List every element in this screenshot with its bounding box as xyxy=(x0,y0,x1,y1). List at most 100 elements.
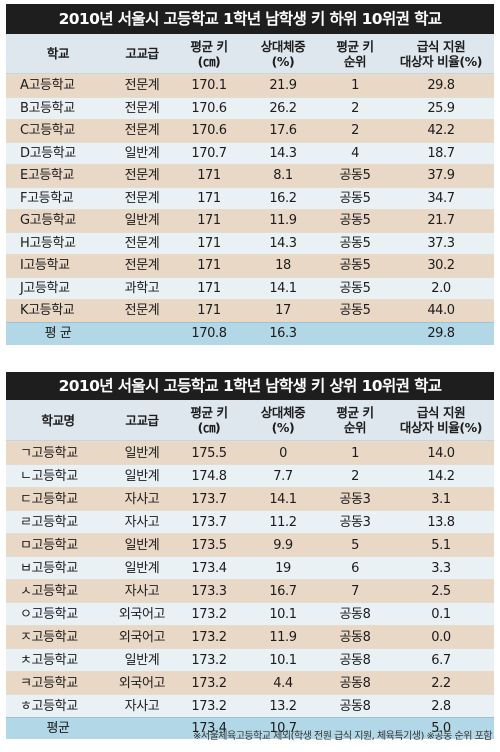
cell-height-rank: 공동5 xyxy=(339,235,371,251)
cell-relative-weight: 14.3 xyxy=(269,235,297,251)
cell-relative-weight: 4.4 xyxy=(273,675,293,691)
average-meal: 29.8 xyxy=(427,326,455,341)
cell-school: ㄷ고등학교 xyxy=(20,491,78,507)
cell-relative-weight: 10.1 xyxy=(269,606,297,622)
cell-avg-height: 171 xyxy=(197,168,221,184)
cell-height-rank: 7 xyxy=(351,583,359,599)
cell-height-rank: 공동8 xyxy=(339,652,371,668)
cell-avg-height: 173.2 xyxy=(191,698,227,714)
cell-avg-height: 170.1 xyxy=(191,78,227,94)
cell-meal-support: 6.7 xyxy=(431,652,451,668)
cell-meal-support: 0.0 xyxy=(431,629,451,645)
header-meal-support: 급식 지원 대상자 비율(%) xyxy=(388,34,494,73)
header-height-rank: 평균 키 순위 xyxy=(322,400,388,440)
cell-school: K고등학교 xyxy=(20,303,75,319)
cell-school-type: 전문계 xyxy=(124,123,160,139)
header-relative-weight: 상대체중 (%) xyxy=(244,34,322,73)
cell-avg-height: 173.7 xyxy=(191,514,227,530)
table-row: C고등학교 전문계 170.6 17.6 2 42.2 xyxy=(6,119,494,142)
cell-school: ㄴ고등학교 xyxy=(20,468,78,484)
cell-avg-height: 173.2 xyxy=(191,629,227,645)
header-avg-height-line2: (㎝) xyxy=(197,420,221,435)
cell-avg-height: 173.2 xyxy=(191,652,227,668)
cell-height-rank: 공동5 xyxy=(339,213,371,229)
header-relative-weight-line1: 상대체중 xyxy=(260,405,306,420)
table-row: ㅂ고등학교 일반계 173.4 19 6 3.3 xyxy=(6,556,494,579)
cell-avg-height: 171 xyxy=(197,235,221,251)
cell-school: C고등학교 xyxy=(20,123,75,139)
header-meal-support-line1: 급식 지원 xyxy=(416,38,466,54)
cell-relative-weight: 11.2 xyxy=(269,514,297,530)
average-weight: 16.3 xyxy=(269,326,297,341)
cell-avg-height: 173.4 xyxy=(191,560,227,576)
cell-avg-height: 171 xyxy=(197,213,221,229)
cell-relative-weight: 7.7 xyxy=(273,468,293,484)
table-row: ㄴ고등학교 일반계 174.8 7.7 2 14.2 xyxy=(6,464,494,487)
table-row: A고등학교 전문계 170.1 21.9 1 29.8 xyxy=(6,74,494,97)
cell-meal-support: 13.8 xyxy=(427,514,455,530)
cell-school: F고등학교 xyxy=(20,190,74,206)
cell-meal-support: 42.2 xyxy=(427,123,455,139)
average-height: 170.8 xyxy=(191,326,227,341)
cell-school-type: 자사고 xyxy=(124,491,160,507)
header-meal-support-line2: 대상자 비율(%) xyxy=(399,53,483,69)
table-header-row: 학교 고교급 평균 키 (㎝) 상대체중 (%) 평균 키 순위 급식 지원 대상자 비… xyxy=(6,34,494,74)
cell-avg-height: 170.7 xyxy=(191,145,227,161)
cell-meal-support: 2.0 xyxy=(431,280,451,296)
cell-school-type: 외국어고 xyxy=(118,629,166,645)
cell-school: ㅋ고등학교 xyxy=(20,675,78,691)
cell-height-rank: 공동5 xyxy=(339,303,371,319)
cell-school-type: 일반계 xyxy=(124,537,160,553)
header-school-type: 고교급 xyxy=(125,46,159,61)
cell-relative-weight: 9.9 xyxy=(273,537,293,553)
table-row: E고등학교 전문계 171 8.1 공동5 37.9 xyxy=(6,164,494,187)
cell-school: H고등학교 xyxy=(20,235,76,251)
average-meal: 5.0 xyxy=(431,721,451,736)
cell-school: B고등학교 xyxy=(20,100,75,116)
average-label: 평 균 xyxy=(44,326,72,341)
header-height-rank-line2: 순위 xyxy=(343,53,367,69)
cell-avg-height: 173.2 xyxy=(191,675,227,691)
table-row: ㅈ고등학교 외국어고 173.2 11.9 공동8 0.0 xyxy=(6,625,494,648)
header-relative-weight-line1: 상대체중 xyxy=(260,38,306,54)
cell-school-type: 전문계 xyxy=(124,78,160,94)
cell-height-rank: 공동8 xyxy=(339,606,371,622)
cell-relative-weight: 16.2 xyxy=(269,190,297,206)
cell-meal-support: 18.7 xyxy=(427,145,455,161)
cell-school-type: 자사고 xyxy=(124,514,160,530)
cell-height-rank: 공동5 xyxy=(339,258,371,274)
average-type-empty xyxy=(110,718,174,739)
header-school: 학교명 xyxy=(41,412,75,428)
table-title: 2010년 서울시 고등학교 1학년 남학생 키 상위 10위권 학교 xyxy=(6,372,494,400)
cell-meal-support: 2.2 xyxy=(431,675,451,691)
average-weight: 10.7 xyxy=(269,721,297,736)
cell-school-type: 전문계 xyxy=(124,190,160,206)
cell-height-rank: 1 xyxy=(351,78,359,94)
header-avg-height-line1: 평균 키 xyxy=(190,38,228,54)
cell-meal-support: 37.3 xyxy=(427,235,455,251)
cell-height-rank: 공동8 xyxy=(339,675,371,691)
cell-height-rank: 공동3 xyxy=(339,514,371,530)
cell-meal-support: 3.3 xyxy=(431,560,451,576)
cell-school: ㅈ고등학교 xyxy=(20,629,78,645)
cell-meal-support: 14.2 xyxy=(427,468,455,484)
cell-school-type: 전문계 xyxy=(124,303,160,319)
header-avg-height-line2: (㎝) xyxy=(197,53,221,69)
average-row: 평균 173.4 10.7 5.0 xyxy=(6,717,494,739)
cell-school: J고등학교 xyxy=(20,280,70,296)
cell-meal-support: 30.2 xyxy=(427,258,455,274)
table-row: ㄱ고등학교 일반계 175.5 0 1 14.0 xyxy=(6,441,494,464)
cell-school-type: 전문계 xyxy=(124,258,160,274)
cell-relative-weight: 16.7 xyxy=(269,583,297,599)
cell-height-rank: 2 xyxy=(351,468,359,484)
cell-school: ㅁ고등학교 xyxy=(20,537,78,553)
cell-relative-weight: 21.9 xyxy=(269,78,297,94)
header-school: 학교 xyxy=(46,46,70,61)
cell-height-rank: 공동3 xyxy=(339,491,371,507)
table-row: ㅋ고등학교 외국어고 173.2 4.4 공동8 2.2 xyxy=(6,671,494,694)
cell-height-rank: 2 xyxy=(351,100,359,116)
cell-school: ㅂ고등학교 xyxy=(20,560,78,576)
header-avg-height-line1: 평균 키 xyxy=(190,405,228,420)
header-meal-support-line1: 급식 지원 xyxy=(416,405,466,420)
cell-height-rank: 1 xyxy=(351,445,359,461)
